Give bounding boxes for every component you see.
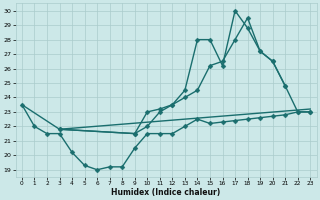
X-axis label: Humidex (Indice chaleur): Humidex (Indice chaleur) [111, 188, 221, 197]
